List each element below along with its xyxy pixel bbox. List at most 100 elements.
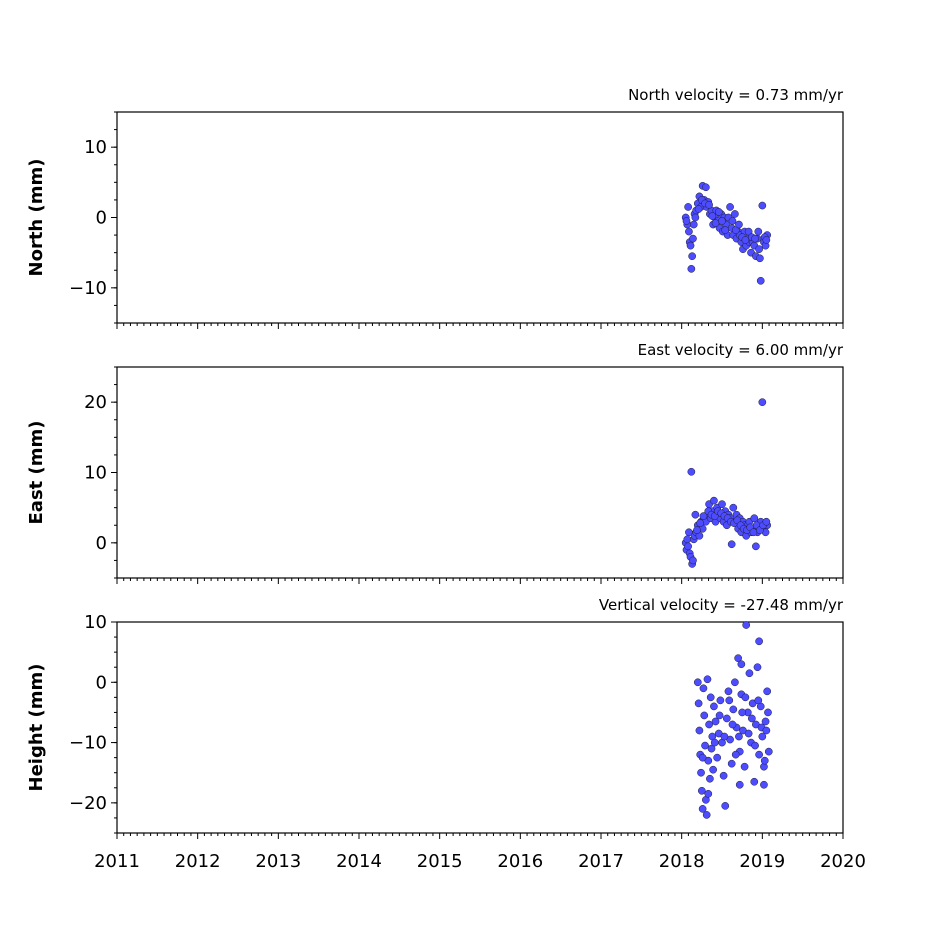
height-y-tick-label: −10 bbox=[69, 733, 107, 754]
east-data-point bbox=[750, 514, 759, 523]
east-data-point bbox=[693, 526, 701, 535]
height-data-point bbox=[706, 774, 714, 783]
north-data-point bbox=[691, 213, 700, 222]
north-data-point bbox=[755, 245, 763, 253]
north-data-point bbox=[684, 203, 692, 211]
north-data-point bbox=[708, 212, 717, 220]
east-data-point bbox=[691, 510, 700, 519]
north-data-point bbox=[711, 219, 720, 227]
height-data-point bbox=[754, 696, 763, 705]
east-y-axis-label: East (mm) bbox=[26, 421, 47, 525]
height-data-point bbox=[706, 693, 715, 702]
height-data-point bbox=[725, 696, 734, 705]
height-data-point bbox=[742, 621, 751, 629]
height-data-point bbox=[716, 696, 725, 705]
north-data-point bbox=[751, 234, 759, 243]
north-y-tick-label: 0 bbox=[96, 208, 107, 229]
height-data-point bbox=[715, 711, 724, 720]
north-data-point bbox=[726, 203, 734, 211]
north-data-point bbox=[694, 205, 703, 213]
height-data-point bbox=[761, 717, 770, 726]
height-data-point bbox=[721, 802, 730, 810]
height-data-point bbox=[735, 732, 743, 741]
height-x-tick-label: 2020 bbox=[820, 851, 866, 872]
north-data-point bbox=[702, 183, 710, 192]
north-data-point bbox=[741, 236, 750, 244]
north-data-point bbox=[687, 264, 696, 273]
height-y-tick-label: 0 bbox=[96, 672, 107, 693]
east-data-point bbox=[752, 542, 760, 551]
height-data-point bbox=[758, 732, 767, 741]
east-velocity-title: East velocity = 6.00 mm/yr bbox=[638, 341, 844, 359]
height-data-point bbox=[699, 684, 708, 693]
height-data-point bbox=[702, 811, 711, 819]
height-data-point bbox=[728, 720, 737, 729]
height-data-point bbox=[747, 714, 756, 723]
height-x-tick-label: 2017 bbox=[578, 851, 624, 872]
height-data-point bbox=[760, 780, 768, 789]
height-data-point bbox=[740, 762, 749, 771]
east-data-point bbox=[749, 528, 758, 537]
north-data-point bbox=[689, 220, 698, 229]
height-data-point bbox=[738, 708, 747, 717]
height-data-point bbox=[760, 756, 769, 765]
north-panel: North velocity = 0.73 mm/yr North (mm) 10 0… bbox=[26, 86, 844, 329]
east-data-point bbox=[696, 519, 705, 527]
height-data-point bbox=[764, 747, 773, 756]
height-y-tick-label: −20 bbox=[69, 793, 107, 814]
north-data-point bbox=[728, 217, 737, 225]
north-data-point bbox=[714, 208, 723, 216]
height-x-tick-label: 2013 bbox=[255, 851, 301, 872]
height-data-point bbox=[750, 777, 759, 786]
north-data-point bbox=[682, 217, 691, 225]
height-data-point bbox=[741, 693, 750, 702]
height-data-point bbox=[697, 768, 705, 777]
north-y-tick-label: 10 bbox=[84, 137, 107, 158]
east-data-point bbox=[710, 496, 718, 505]
height-y-axis-label: Height (mm) bbox=[26, 664, 47, 792]
north-data-point bbox=[721, 226, 730, 235]
height-data-point bbox=[701, 741, 709, 750]
height-data-point bbox=[724, 687, 733, 696]
height-data-point bbox=[704, 789, 713, 798]
height-data-point bbox=[707, 744, 716, 753]
east-data-point bbox=[762, 517, 771, 526]
height-data-point bbox=[711, 717, 720, 726]
height-data-point bbox=[727, 759, 736, 768]
height-data-point bbox=[719, 771, 728, 780]
height-data-point bbox=[720, 732, 729, 741]
height-x-tick-label: 2018 bbox=[659, 851, 705, 872]
east-data-point bbox=[729, 503, 738, 512]
height-data-point bbox=[698, 805, 707, 813]
north-data-point bbox=[756, 276, 765, 285]
height-data-point bbox=[731, 750, 740, 759]
east-data-point bbox=[689, 556, 697, 565]
north-data-point bbox=[758, 201, 767, 210]
height-data-point bbox=[737, 660, 746, 669]
height-data-point bbox=[762, 726, 771, 735]
north-data-point bbox=[685, 227, 693, 236]
height-data-point bbox=[731, 678, 739, 687]
height-data-point bbox=[694, 699, 703, 708]
height-data-point bbox=[693, 678, 702, 687]
height-x-tick-label: 2016 bbox=[497, 851, 543, 872]
height-x-tick-label: 2014 bbox=[336, 851, 382, 872]
height-data-point bbox=[764, 708, 772, 717]
east-data-point bbox=[687, 467, 696, 476]
height-data-point bbox=[700, 711, 709, 720]
height-data-point bbox=[697, 786, 706, 795]
height-data-point bbox=[763, 687, 772, 696]
height-data-point bbox=[709, 765, 717, 774]
east-data-point bbox=[758, 398, 767, 407]
height-data-point bbox=[735, 780, 744, 789]
height-velocity-title: Vertical velocity = -27.48 mm/yr bbox=[599, 596, 844, 614]
height-data-point bbox=[710, 702, 718, 711]
north-data-point bbox=[688, 252, 697, 261]
height-data-point bbox=[698, 753, 707, 762]
north-y-axis-label: North (mm) bbox=[26, 159, 47, 277]
east-data-point bbox=[727, 540, 736, 549]
north-data-point bbox=[756, 254, 764, 263]
east-data-point bbox=[684, 542, 692, 551]
north-data-point bbox=[731, 210, 739, 218]
